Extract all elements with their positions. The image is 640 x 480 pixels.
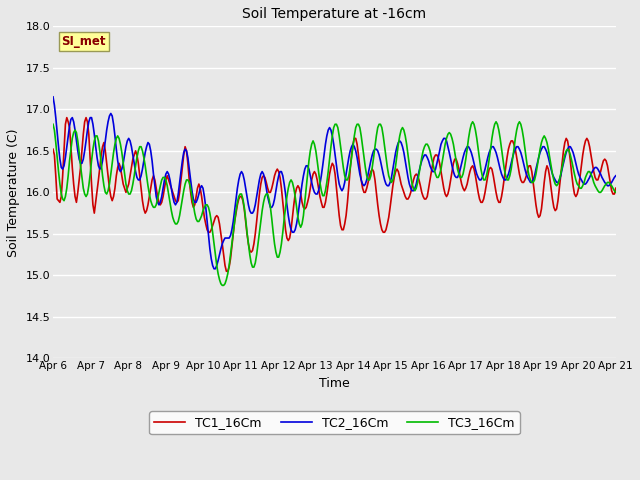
TC3_16Cm xyxy=(271,241,278,247)
TC3_16Cm xyxy=(612,190,620,195)
TC3_16Cm xyxy=(154,196,161,202)
TC3_16Cm xyxy=(49,121,57,127)
TC1_16Cm xyxy=(63,115,70,120)
TC1_16Cm xyxy=(49,146,57,152)
TC3_16Cm xyxy=(218,283,226,288)
TC3_16Cm xyxy=(535,155,543,160)
Line: TC1_16Cm: TC1_16Cm xyxy=(53,118,616,271)
Title: Soil Temperature at -16cm: Soil Temperature at -16cm xyxy=(243,7,426,21)
TC1_16Cm xyxy=(536,213,544,218)
TC3_16Cm xyxy=(63,185,70,191)
Y-axis label: Soil Temperature (C): Soil Temperature (C) xyxy=(7,128,20,257)
TC2_16Cm xyxy=(63,144,70,150)
TC2_16Cm xyxy=(612,173,620,179)
TC3_16Cm xyxy=(536,146,544,152)
TC1_16Cm xyxy=(272,169,280,175)
Line: TC3_16Cm: TC3_16Cm xyxy=(53,122,616,286)
TC2_16Cm xyxy=(535,155,543,160)
TC1_16Cm xyxy=(612,185,620,191)
Text: SI_met: SI_met xyxy=(61,35,106,48)
TC1_16Cm xyxy=(155,200,163,205)
TC2_16Cm xyxy=(154,200,161,205)
TC3_16Cm xyxy=(469,119,477,125)
TC1_16Cm xyxy=(65,119,72,125)
TC2_16Cm xyxy=(271,196,278,202)
Line: TC2_16Cm: TC2_16Cm xyxy=(53,97,616,269)
TC2_16Cm xyxy=(534,160,541,166)
TC1_16Cm xyxy=(535,215,543,220)
TC1_16Cm xyxy=(284,238,292,243)
TC1_16Cm xyxy=(223,268,230,274)
TC2_16Cm xyxy=(210,266,218,272)
Legend: TC1_16Cm, TC2_16Cm, TC3_16Cm: TC1_16Cm, TC2_16Cm, TC3_16Cm xyxy=(149,411,520,434)
TC3_16Cm xyxy=(283,193,291,199)
X-axis label: Time: Time xyxy=(319,377,350,390)
TC2_16Cm xyxy=(49,94,57,100)
TC2_16Cm xyxy=(283,202,291,208)
